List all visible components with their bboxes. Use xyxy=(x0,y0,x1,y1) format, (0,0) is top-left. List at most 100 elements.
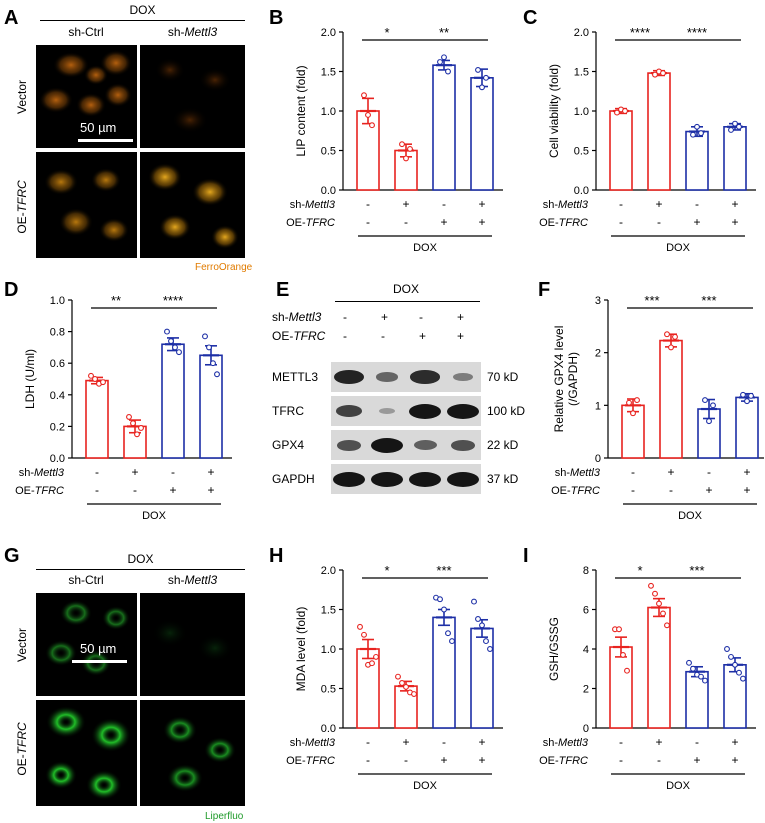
condition-sign: + xyxy=(731,753,738,767)
condition-sign: + xyxy=(402,735,409,749)
data-point xyxy=(138,425,144,431)
data-point xyxy=(698,130,704,137)
condition-sign: + xyxy=(478,735,485,749)
data-point xyxy=(652,590,658,597)
bar xyxy=(161,343,185,459)
condition-label: sh-Mettl3 xyxy=(290,199,336,211)
fig-g-col-label-1: sh-Ctrl xyxy=(68,573,104,587)
significance-label: * xyxy=(637,563,642,578)
data-point xyxy=(445,630,451,637)
data-point xyxy=(411,691,417,697)
condition-sign: - xyxy=(695,735,699,749)
blot-band xyxy=(453,373,473,381)
condition-sign: + xyxy=(655,197,662,211)
fig-e-cond-oe: OE-TFRC xyxy=(272,329,326,343)
fig-e-dox-label: DOX xyxy=(393,282,420,296)
blot-size-label: 22 kD xyxy=(487,438,519,452)
data-point xyxy=(616,626,622,633)
condition-sign: + xyxy=(440,753,447,767)
data-point xyxy=(660,70,666,77)
condition-sign: + xyxy=(693,753,700,767)
blot-protein-label: TFRC xyxy=(272,404,304,418)
condition-label: OE-TFRC xyxy=(539,217,588,229)
condition-sign: + xyxy=(731,735,738,749)
significance-label: **** xyxy=(687,25,707,40)
data-point xyxy=(471,598,477,605)
data-point xyxy=(740,675,746,682)
blot-band xyxy=(447,471,479,487)
condition-label: sh-Mettl3 xyxy=(19,467,65,479)
condition-sign: - xyxy=(631,465,635,479)
data-point xyxy=(361,92,367,99)
y-tick-label: 0.5 xyxy=(574,146,589,158)
fig-g-dox-line xyxy=(36,569,245,570)
blot-band xyxy=(333,471,365,487)
data-point xyxy=(624,667,630,674)
data-point xyxy=(690,131,696,138)
fig-e-sign: + xyxy=(419,329,427,343)
blot-band xyxy=(409,403,441,419)
condition-label: OE-TFRC xyxy=(286,755,335,767)
data-point xyxy=(660,610,666,617)
bar xyxy=(85,379,109,459)
blot-band xyxy=(409,471,441,487)
data-point xyxy=(690,665,696,672)
data-point xyxy=(126,413,132,420)
fig-e-cond-sh: sh-Mettl3 xyxy=(272,310,322,324)
bar xyxy=(609,646,633,729)
data-point xyxy=(479,84,485,91)
significance-label: * xyxy=(384,25,389,40)
significance-label: *** xyxy=(644,293,659,308)
condition-sign: - xyxy=(631,483,635,497)
panel-letter-c: C xyxy=(523,7,538,29)
fig-a-row-label-1: Vector xyxy=(15,79,29,115)
condition-label: OE-TFRC xyxy=(539,755,588,767)
condition-sign: - xyxy=(657,753,661,767)
fig-g-row-label-1: Vector xyxy=(15,627,29,663)
data-point xyxy=(445,68,451,75)
condition-label: OE-TFRC xyxy=(551,485,600,497)
condition-sign: - xyxy=(171,465,175,479)
condition-sign: - xyxy=(619,753,623,767)
data-point xyxy=(441,54,447,61)
data-point xyxy=(403,683,409,690)
group-label: DOX xyxy=(666,242,691,254)
blot-protein-label: METTL3 xyxy=(272,370,319,384)
condition-sign: + xyxy=(478,753,485,767)
blot-band xyxy=(413,440,437,450)
condition-label: OE-TFRC xyxy=(286,217,335,229)
data-point xyxy=(92,376,98,382)
condition-sign: - xyxy=(366,197,370,211)
y-tick-label: 0.5 xyxy=(321,684,336,696)
bar xyxy=(647,72,671,191)
y-axis-label: LDH (U/ml) xyxy=(23,349,37,409)
y-tick-label: 0.4 xyxy=(50,390,65,402)
condition-sign: + xyxy=(478,215,485,229)
bar xyxy=(609,110,633,191)
blot-row-gapdh xyxy=(331,464,481,494)
panel-letter-h: H xyxy=(269,545,284,567)
data-point xyxy=(668,344,674,351)
bar xyxy=(470,627,494,729)
condition-sign: + xyxy=(655,735,662,749)
condition-sign: + xyxy=(207,483,214,497)
y-tick-label: 1.0 xyxy=(574,106,589,118)
data-point xyxy=(361,631,367,638)
data-point xyxy=(483,74,489,81)
y-tick-label: 1.5 xyxy=(321,605,336,617)
y-tick-label: 0.6 xyxy=(50,358,65,370)
blot-size-label: 37 kD xyxy=(487,472,519,486)
y-tick-label: 6 xyxy=(583,605,589,617)
data-point xyxy=(403,155,409,162)
fig-e-sign: - xyxy=(343,310,347,324)
data-point xyxy=(134,431,140,438)
data-point xyxy=(702,397,708,404)
bar xyxy=(356,648,380,729)
significance-label: *** xyxy=(436,563,451,578)
data-point xyxy=(369,122,375,129)
significance-label: * xyxy=(384,563,389,578)
condition-sign: - xyxy=(619,215,623,229)
y-tick-label: 0 xyxy=(583,723,589,735)
y-tick-label: 1.0 xyxy=(321,106,336,118)
